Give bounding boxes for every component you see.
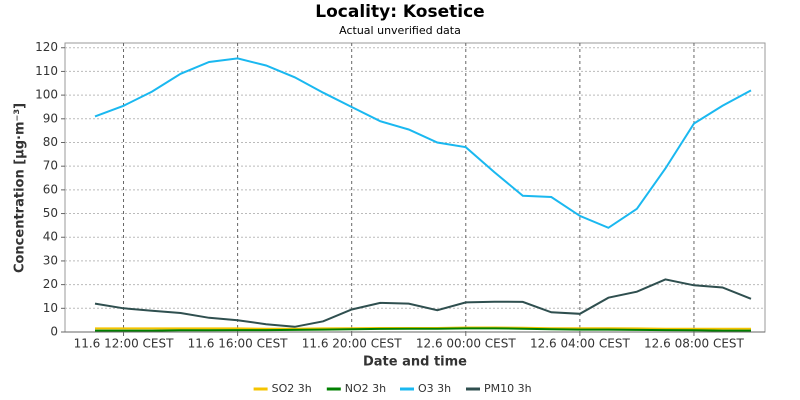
y-tick-label: 70 xyxy=(43,159,58,173)
data-line xyxy=(94,57,752,229)
plot-area xyxy=(64,42,766,333)
legend-label: NO2 3h xyxy=(345,382,386,395)
legend-label: O3 3h xyxy=(418,382,451,395)
x-tick-label: 11.6 20:00 CEST xyxy=(302,337,403,351)
y-tick-label: 60 xyxy=(43,182,58,196)
x-tick-label: 11.6 16:00 CEST xyxy=(188,337,289,351)
y-tick-label: 10 xyxy=(43,301,58,315)
y-tick-label: 90 xyxy=(43,111,58,125)
data-line xyxy=(94,278,752,328)
y-tick-label: 110 xyxy=(35,64,58,78)
y-axis-label: Concentration [µg·m⁻³] xyxy=(13,103,28,273)
y-tick-label: 20 xyxy=(43,277,58,291)
chart-title: Locality: Kosetice xyxy=(315,2,484,22)
x-tick-label: 12.6 04:00 CEST xyxy=(530,337,631,351)
legend-label: PM10 3h xyxy=(484,382,532,395)
y-tick-label: 40 xyxy=(43,230,58,244)
x-tick-label: 11.6 12:00 CEST xyxy=(74,337,175,351)
data-line xyxy=(95,327,751,332)
legend-label: SO2 3h xyxy=(272,382,312,395)
x-axis-label: Date and time xyxy=(363,355,467,370)
y-tick-label: 80 xyxy=(43,135,58,149)
y-tick-label: 50 xyxy=(43,206,58,220)
y-tick-label: 0 xyxy=(50,325,58,339)
chart-subtitle: Actual unverified data xyxy=(339,24,461,37)
y-tick-label: 30 xyxy=(43,253,58,267)
x-tick-label: 12.6 00:00 CEST xyxy=(416,337,517,351)
y-tick-label: 100 xyxy=(35,88,58,102)
y-tick-label: 120 xyxy=(35,40,58,54)
x-tick-label: 12.6 08:00 CEST xyxy=(644,337,745,351)
